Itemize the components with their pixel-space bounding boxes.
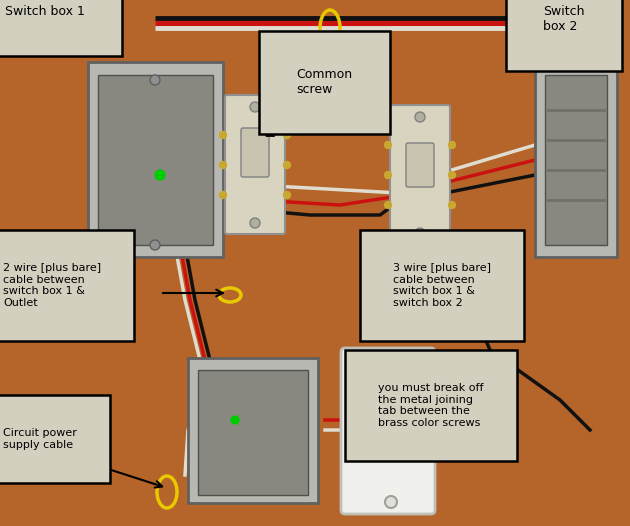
Circle shape xyxy=(250,102,260,112)
Circle shape xyxy=(150,240,160,250)
FancyBboxPatch shape xyxy=(225,95,285,234)
Text: 3 wire [plus bare]
cable between
switch box 1 &
switch box 2: 3 wire [plus bare] cable between switch … xyxy=(393,263,491,308)
Circle shape xyxy=(219,191,227,198)
Text: 2 wire [plus bare]
cable between
switch box 1 &
Outlet: 2 wire [plus bare] cable between switch … xyxy=(3,263,101,308)
Circle shape xyxy=(385,356,397,368)
Circle shape xyxy=(384,171,391,178)
FancyBboxPatch shape xyxy=(373,414,383,431)
FancyBboxPatch shape xyxy=(545,75,607,245)
FancyBboxPatch shape xyxy=(88,62,223,257)
FancyBboxPatch shape xyxy=(373,361,383,378)
Text: Switch
box 2: Switch box 2 xyxy=(543,5,585,33)
Circle shape xyxy=(415,112,425,122)
Text: you must break off
the metal joining
tab between the
brass color screws: you must break off the metal joining tab… xyxy=(378,383,483,428)
FancyBboxPatch shape xyxy=(198,370,308,495)
Text: Circuit power
supply cable: Circuit power supply cable xyxy=(3,428,77,450)
Circle shape xyxy=(449,141,455,148)
Circle shape xyxy=(250,218,260,228)
Text: Common
screw: Common screw xyxy=(296,68,352,96)
Circle shape xyxy=(284,132,290,138)
Circle shape xyxy=(150,75,160,85)
FancyBboxPatch shape xyxy=(397,414,407,431)
FancyBboxPatch shape xyxy=(188,358,318,503)
FancyBboxPatch shape xyxy=(98,75,213,245)
FancyBboxPatch shape xyxy=(341,348,435,514)
Circle shape xyxy=(385,496,397,508)
Circle shape xyxy=(384,201,391,208)
Ellipse shape xyxy=(385,433,397,443)
Circle shape xyxy=(284,191,290,198)
Circle shape xyxy=(415,228,425,238)
Circle shape xyxy=(384,141,391,148)
Circle shape xyxy=(219,132,227,138)
Circle shape xyxy=(155,170,165,180)
Circle shape xyxy=(449,201,455,208)
FancyBboxPatch shape xyxy=(390,105,450,244)
FancyBboxPatch shape xyxy=(406,143,434,187)
FancyBboxPatch shape xyxy=(241,128,269,177)
Circle shape xyxy=(284,161,290,168)
FancyBboxPatch shape xyxy=(535,62,617,257)
Circle shape xyxy=(449,171,455,178)
Text: Switch box 1: Switch box 1 xyxy=(5,5,85,18)
Circle shape xyxy=(231,416,239,424)
Circle shape xyxy=(219,161,227,168)
Ellipse shape xyxy=(385,381,397,391)
FancyBboxPatch shape xyxy=(397,361,407,378)
